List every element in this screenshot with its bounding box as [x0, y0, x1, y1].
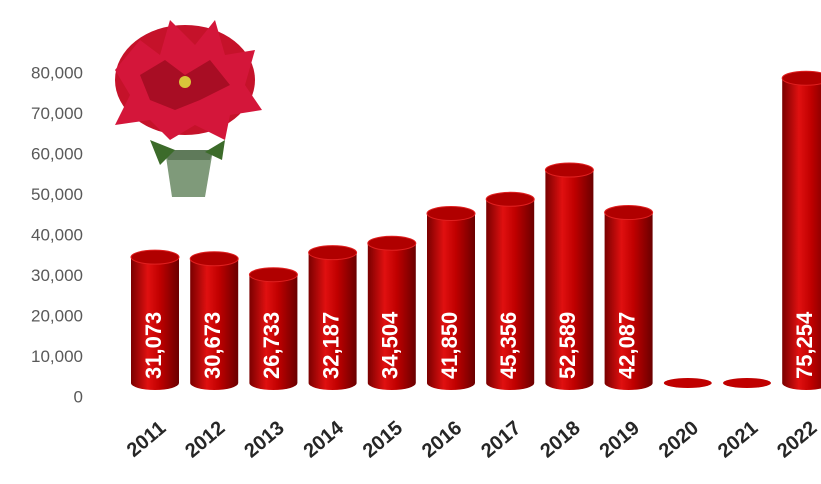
bar — [367, 243, 416, 390]
bar-top — [308, 245, 358, 261]
y-tick-label: 60,000 — [31, 144, 83, 163]
bar — [486, 199, 535, 390]
x-tick-label: 2020 — [655, 417, 703, 462]
bar — [308, 252, 357, 390]
y-tick-label: 80,000 — [31, 63, 83, 82]
bar — [427, 213, 475, 390]
x-tick-label: 2013 — [240, 417, 288, 462]
x-tick-label: 2022 — [773, 417, 821, 462]
bar — [782, 78, 821, 390]
value-label: 52,589 — [555, 312, 580, 379]
empty-base — [663, 378, 712, 388]
x-tick-label: 2021 — [714, 417, 762, 462]
bar-top — [604, 205, 654, 221]
bar-top — [426, 206, 476, 222]
bar-top — [248, 267, 298, 283]
y-tick-label: 0 — [74, 387, 83, 406]
x-tick-label: 2018 — [536, 417, 584, 462]
x-tick-label: 2016 — [418, 417, 466, 462]
bar-top — [485, 191, 535, 207]
empty-base — [723, 378, 771, 388]
x-tick-label: 2017 — [477, 417, 525, 462]
value-label: 32,187 — [318, 312, 343, 379]
value-label: 34,504 — [378, 311, 403, 379]
value-label: 31,073 — [141, 312, 166, 379]
value-label: 45,356 — [496, 312, 521, 379]
x-tick-label: 2012 — [181, 417, 229, 462]
x-tick-label: 2019 — [596, 417, 644, 462]
value-label: 42,087 — [614, 312, 639, 379]
x-tick-label: 2014 — [300, 416, 349, 462]
value-label: 30,673 — [200, 312, 225, 379]
y-tick-label: 30,000 — [31, 266, 83, 285]
value-label: 26,733 — [259, 312, 284, 379]
value-label: 41,850 — [437, 312, 462, 379]
x-tick-label: 2015 — [359, 417, 407, 462]
bar — [190, 258, 239, 390]
bar-top — [130, 249, 180, 265]
bar — [131, 257, 179, 390]
bar-top — [781, 70, 821, 86]
x-tick-label: 2011 — [123, 417, 170, 462]
bar-top — [367, 235, 417, 251]
y-tick-label: 10,000 — [31, 347, 83, 366]
bar-top — [544, 162, 594, 178]
bar — [604, 212, 653, 390]
bar — [545, 170, 594, 390]
y-tick-label: 40,000 — [31, 225, 83, 244]
y-tick-label: 20,000 — [31, 306, 83, 325]
y-tick-label: 70,000 — [31, 104, 83, 123]
y-tick-label: 50,000 — [31, 185, 83, 204]
value-label: 75,254 — [792, 311, 817, 379]
bar — [249, 274, 298, 390]
poinsettia-image — [115, 20, 262, 197]
bar-top — [189, 251, 239, 267]
